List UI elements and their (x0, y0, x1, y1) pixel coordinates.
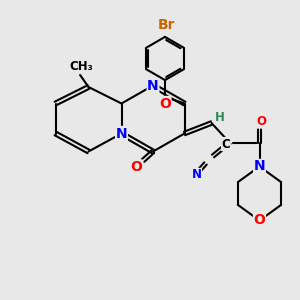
Text: C: C (221, 137, 230, 151)
Text: N: N (147, 79, 159, 92)
Text: O: O (256, 115, 266, 128)
Text: O: O (254, 214, 266, 227)
Text: H: H (215, 111, 225, 124)
Text: CH₃: CH₃ (70, 60, 94, 74)
Text: N: N (254, 160, 265, 173)
Text: N: N (191, 168, 202, 182)
Text: N: N (116, 127, 127, 140)
Text: Br: Br (158, 19, 175, 32)
Text: O: O (159, 97, 171, 110)
Text: O: O (130, 160, 142, 174)
